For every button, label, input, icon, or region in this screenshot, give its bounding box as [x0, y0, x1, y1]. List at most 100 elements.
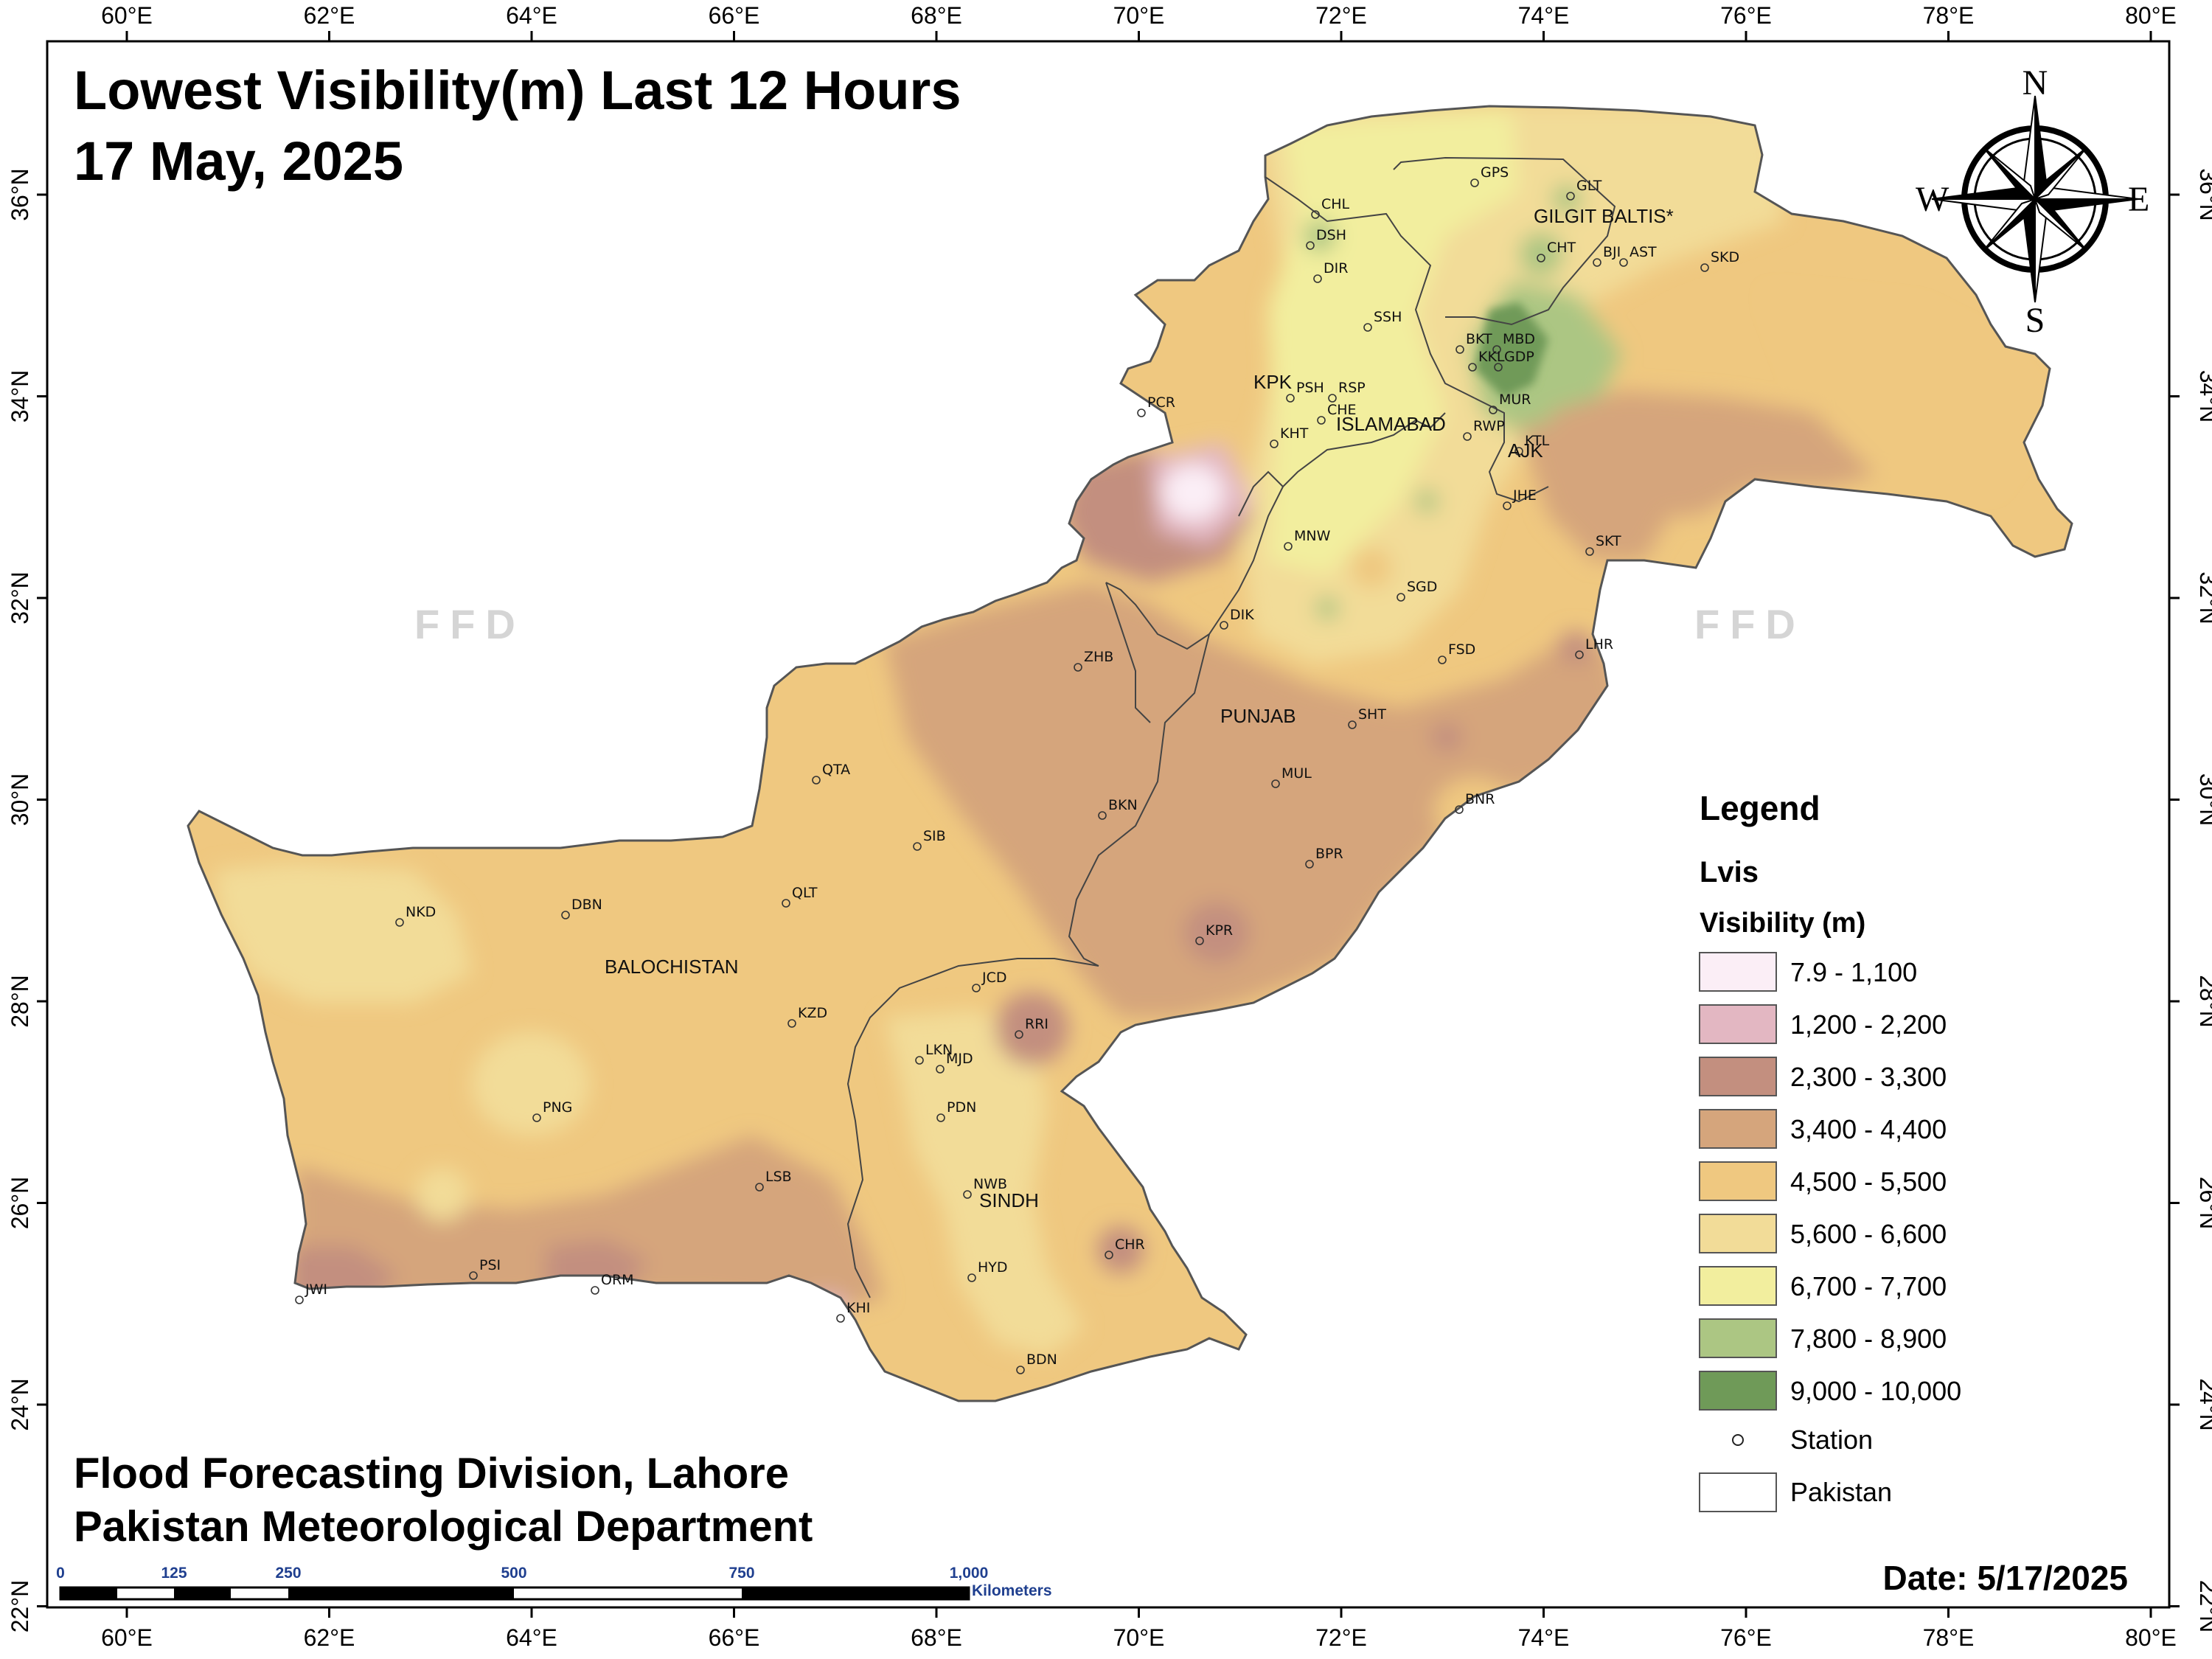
station-label: MNW — [1294, 528, 1331, 544]
station-label: DBN — [571, 897, 602, 913]
station-label: NKD — [406, 904, 436, 920]
longitude-label: 78°E — [1923, 2, 1975, 29]
region-islamabad: ISLAMABAD — [1336, 413, 1446, 435]
scale-bar-unit: Kilometers — [972, 1582, 1052, 1599]
station-marker-icon — [1270, 439, 1279, 448]
map-title-line1: Lowest Visibility(m) Last 12 Hours — [74, 60, 961, 121]
credit-line1: Flood Forecasting Division, Lahore — [74, 1450, 789, 1498]
station-label: JHE — [1512, 487, 1537, 504]
longitude-label: 76°E — [1720, 2, 1772, 29]
latitude-label: 28°N — [7, 975, 33, 1028]
station-label: ZHB — [1084, 649, 1113, 665]
legend-station-icon — [1732, 1434, 1744, 1446]
station-marker-icon — [1313, 274, 1322, 283]
station-marker-icon — [1311, 210, 1320, 219]
longitude-label: 60°E — [101, 1624, 153, 1651]
station-marker-icon — [1317, 416, 1326, 425]
station-label: AST — [1630, 244, 1657, 260]
legend-subtitle: Visibility (m) — [1700, 908, 1865, 939]
station-label: ORM — [601, 1272, 634, 1288]
longitude-label: 68°E — [911, 1624, 962, 1651]
longitude-label: 68°E — [911, 2, 962, 29]
station-label: DSH — [1316, 227, 1346, 243]
latitude-label: 36°N — [2195, 168, 2212, 221]
legend-classes: 7.9 - 1,100 1,200 - 2,200 2,300 - 3,300 3,4… — [1699, 952, 1961, 1411]
legend-class-label: 3,400 - 4,400 — [1790, 1114, 1947, 1144]
station-marker-icon — [972, 984, 981, 992]
station-marker-icon — [1494, 363, 1503, 372]
station-marker-icon — [1463, 432, 1472, 441]
station-label: KHT — [1280, 425, 1309, 442]
legend-class-label: 1,200 - 2,200 — [1790, 1009, 1947, 1040]
province-boundaries — [846, 156, 1616, 1298]
station-marker-icon — [1492, 345, 1501, 354]
station-label: MUL — [1281, 765, 1312, 782]
station-label: SKD — [1711, 249, 1739, 265]
station-label: NWB — [973, 1176, 1007, 1192]
station-label: FSD — [1448, 641, 1475, 658]
station-label: BJI — [1603, 244, 1621, 260]
station-marker-icon — [1016, 1366, 1025, 1374]
station-label: JWI — [305, 1281, 327, 1298]
station-label: SGD — [1407, 579, 1437, 595]
longitude-label: 66°E — [709, 2, 760, 29]
station-marker-icon — [1195, 936, 1204, 945]
latitude-label: 24°N — [7, 1378, 33, 1431]
station-marker-icon — [936, 1113, 945, 1122]
station-label: BNR — [1465, 791, 1495, 807]
region-kpk: KPK — [1253, 371, 1293, 393]
scale-bar-labels: 0 125 250 500 750 1,000 — [56, 1565, 988, 1582]
station-marker-icon — [1306, 241, 1315, 250]
station-marker-icon — [1328, 394, 1337, 403]
legend-station-label: Station — [1790, 1425, 1873, 1455]
latitude-label: 22°N — [2195, 1580, 2212, 1633]
station-marker-icon — [1585, 547, 1594, 556]
station-label: CHE — [1327, 402, 1357, 418]
longitude-label: 74°E — [1518, 1624, 1570, 1651]
legend-title: Legend — [1700, 789, 1820, 827]
scale-bar-label: 1,000 — [950, 1565, 989, 1582]
scale-bar-label: 0 — [56, 1565, 65, 1582]
legend-class-label: 9,000 - 10,000 — [1790, 1376, 1961, 1406]
longitude-label: 74°E — [1518, 2, 1570, 29]
compass-west: W — [1916, 180, 1950, 219]
latitude-label: 32°N — [2195, 571, 2212, 625]
station-label: MBD — [1503, 331, 1535, 347]
station-label: SHT — [1358, 706, 1386, 723]
longitude-label: 66°E — [709, 1624, 760, 1651]
station-marker-icon — [1455, 805, 1464, 814]
latitude-label: 34°N — [2195, 370, 2212, 423]
scale-bar-label: 125 — [161, 1565, 187, 1582]
station-marker-icon — [1438, 655, 1447, 664]
station-marker-icon — [913, 842, 922, 851]
legend-pakistan-swatch — [1699, 1472, 1777, 1512]
station-marker-icon — [395, 918, 404, 927]
legend-class-label: 2,300 - 3,300 — [1790, 1062, 1947, 1092]
legend-swatch — [1699, 1004, 1777, 1044]
legend: Legend Lvis Visibility (m) 7.9 - 1,100 1,… — [1699, 789, 1961, 1512]
longitude-label: 78°E — [1923, 1624, 1975, 1651]
legend-class-label: 7,800 - 8,900 — [1790, 1324, 1947, 1354]
station-label: PSI — [479, 1257, 501, 1273]
station-marker-icon — [836, 1314, 845, 1323]
latitude-label: 26°N — [7, 1177, 33, 1230]
station-label: BPR — [1315, 846, 1343, 862]
date-label: Date: 5/17/2025 — [1883, 1559, 2128, 1597]
legend-layer: Lvis — [1700, 856, 1759, 888]
north-arrow-icon: N S E W — [1916, 63, 2149, 340]
station-label: MJD — [946, 1051, 973, 1067]
station-marker-icon — [1220, 621, 1228, 630]
station-marker-icon — [1137, 408, 1146, 417]
station-label: CHT — [1547, 240, 1576, 256]
station-marker-icon — [1348, 720, 1357, 729]
station-marker-icon — [1537, 254, 1545, 262]
station-label: CHR — [1115, 1237, 1145, 1253]
latitude-label: 30°N — [7, 773, 33, 827]
scale-bar: 0 125 250 500 750 1,000 Kilometers — [56, 1565, 1052, 1601]
station-marker-icon — [755, 1183, 764, 1192]
latitude-labels-right: 36°N 34°N 32°N 30°N 28°N 26°N 24°N 22°N — [2195, 168, 2212, 1632]
station-marker-icon — [1074, 663, 1082, 672]
station-label: KPR — [1206, 922, 1233, 939]
station-marker-icon — [1105, 1251, 1113, 1259]
